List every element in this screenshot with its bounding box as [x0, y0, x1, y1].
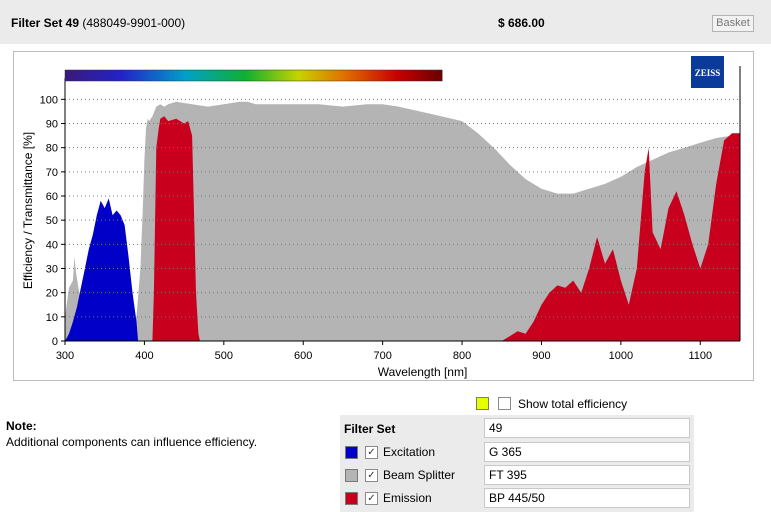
x-tick-label-600: 600 [294, 350, 312, 362]
filter-set-code: (488049-9901-000) [82, 16, 186, 30]
note-title: Note: [6, 419, 37, 433]
y-tick-label-70: 70 [46, 167, 58, 179]
filter-set-header-label: Filter Set [344, 422, 396, 436]
y-tick-label-40: 40 [46, 239, 58, 251]
y-tick-label-90: 90 [46, 119, 58, 131]
series-area-beam-splitter [65, 101, 740, 341]
excitation-color-swatch [345, 446, 358, 459]
beam-splitter-value: FT 395 [484, 465, 690, 485]
y-tick-label-60: 60 [46, 191, 58, 203]
x-tick-label-700: 700 [373, 350, 391, 362]
spectrum-chart: 0 10 20 30 40 50 60 70 80 90 100 300 400 500 600 700 800… [21, 56, 741, 379]
price: $ 686.00 [498, 16, 545, 30]
x-tick-label-400: 400 [135, 350, 153, 362]
basket-button[interactable]: Basket [712, 15, 754, 32]
x-axis-label: Wavelength [nm] [378, 365, 468, 379]
zeiss-logo [691, 56, 724, 88]
beam-splitter-label: Beam Splitter [383, 468, 456, 482]
beam-splitter-color-swatch [345, 469, 358, 482]
y-tick-label-30: 30 [46, 264, 58, 276]
spectrum-color-bar [64, 69, 443, 82]
y-tick-label-50: 50 [46, 215, 58, 227]
x-tick-label-1000: 1000 [609, 350, 633, 362]
excitation-value: G 365 [484, 442, 690, 462]
y-tick-label-100: 100 [40, 94, 58, 106]
total-efficiency-checkbox[interactable] [498, 397, 511, 410]
beam-splitter-checkbox[interactable]: ✓ [365, 469, 378, 482]
y-tick-label-0: 0 [52, 336, 58, 348]
filter-set-value: 49 [484, 418, 690, 438]
excitation-label: Excitation [383, 445, 436, 459]
y-tick-label-10: 10 [46, 312, 58, 324]
excitation-checkbox[interactable]: ✓ [365, 446, 378, 459]
header-bar: Filter Set 49 (488049-9901-000) $ 686.00… [0, 0, 771, 44]
x-tick-label-300: 300 [56, 350, 74, 362]
total-efficiency-label: Show total efficiency [518, 397, 628, 411]
y-tick-label-80: 80 [46, 143, 58, 155]
filter-components-panel: Filter Set 49 ✓ Excitation G 365 ✓ Beam … [340, 415, 694, 512]
y-axis-label: Efficiency / Transmittance [%] [21, 132, 35, 289]
filter-set-name: Filter Set 49 [11, 16, 80, 30]
emission-value: BP 445/50 [484, 488, 690, 508]
series-area-emission [65, 116, 740, 341]
filter-set-title: Filter Set 49 (488049-9901-000) [11, 16, 185, 30]
x-tick-label-900: 900 [532, 350, 550, 362]
series-area-excitation [65, 198, 139, 341]
emission-color-swatch [345, 492, 358, 505]
y-tick-label-20: 20 [46, 288, 58, 300]
x-tick-label-1100: 1100 [688, 350, 712, 362]
x-tick-label-800: 800 [453, 350, 471, 362]
emission-label: Emission [383, 491, 432, 505]
emission-checkbox[interactable]: ✓ [365, 492, 378, 505]
total-efficiency-swatch [476, 397, 489, 410]
zeiss-logo-text: ZEISS [695, 68, 721, 78]
x-tick-label-500: 500 [215, 350, 233, 362]
note-text: Additional components can influence effi… [6, 435, 258, 449]
